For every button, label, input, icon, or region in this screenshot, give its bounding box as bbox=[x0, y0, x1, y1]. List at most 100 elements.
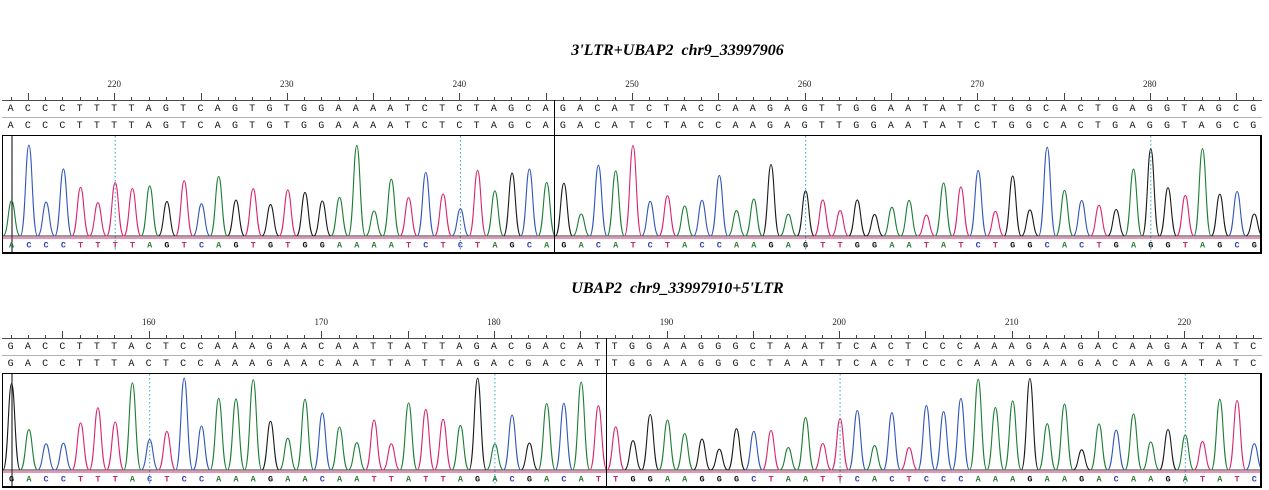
trace-peak-C bbox=[54, 442, 73, 471]
sequence-base-letter: G bbox=[318, 121, 325, 132]
trace-base-letter: T bbox=[1235, 475, 1240, 485]
sequence-base-letter: G bbox=[1163, 104, 1170, 115]
ruler-tick bbox=[114, 335, 116, 338]
sequence-base-letter: T bbox=[421, 359, 428, 370]
sequence-base-letter: G bbox=[1163, 342, 1170, 353]
trace-peak-G bbox=[502, 172, 522, 237]
sequence-base-letter: G bbox=[801, 121, 808, 132]
trace-peak-C bbox=[37, 443, 55, 471]
sequence-base-letter: T bbox=[818, 104, 825, 115]
ruler-tick bbox=[96, 335, 98, 338]
trace-base-letter: G bbox=[475, 475, 480, 485]
sequence-base-letter: T bbox=[249, 104, 256, 115]
ruler-tick bbox=[925, 97, 927, 100]
ruler-tick bbox=[390, 97, 392, 100]
trace-peak-C bbox=[192, 425, 211, 471]
junction-divider-line bbox=[606, 338, 608, 486]
ruler-tick bbox=[493, 331, 495, 338]
sequence-base-letter: C bbox=[24, 121, 31, 132]
sequence-base-letter: A bbox=[784, 121, 791, 132]
sequence-base-letter: A bbox=[801, 359, 808, 370]
ruler-tick bbox=[942, 97, 944, 100]
ruler-tick bbox=[839, 97, 841, 100]
sequence-base-letter: A bbox=[300, 342, 307, 353]
trace-base-letter: A bbox=[889, 241, 895, 251]
trace-base-letter: C bbox=[855, 475, 860, 485]
trace-peak-A bbox=[796, 416, 815, 471]
sequence-base-letter: G bbox=[1163, 359, 1170, 370]
ruler-tick bbox=[770, 335, 771, 338]
sequence-base-letter: G bbox=[300, 104, 307, 115]
trace-base-letter: C bbox=[648, 241, 653, 251]
trace-peak-A bbox=[382, 178, 401, 237]
sequence-base-letter: G bbox=[266, 342, 273, 353]
sequence-base-letter: T bbox=[663, 121, 670, 132]
ruler-tick bbox=[666, 331, 668, 338]
trace-peak-A bbox=[1193, 148, 1212, 237]
sequence-base-letter: C bbox=[42, 359, 49, 370]
ruler-tick bbox=[252, 335, 254, 338]
trace-base-letter: A bbox=[251, 475, 257, 485]
sequence-base-letter: G bbox=[473, 342, 480, 353]
sequence-base-letter: T bbox=[111, 342, 118, 353]
sequence-base-letter: A bbox=[577, 121, 584, 132]
sequence-base-letter: G bbox=[1025, 359, 1032, 370]
trace-peak-T bbox=[589, 405, 608, 471]
ruler-tick bbox=[79, 97, 81, 100]
sequence-base-letter: A bbox=[939, 121, 946, 132]
trace-base-letter: C bbox=[527, 241, 532, 251]
trace-base-letter: A bbox=[233, 475, 239, 485]
ruler-tick bbox=[735, 335, 737, 338]
ruler-tick bbox=[493, 97, 495, 100]
trace-peak-A bbox=[1038, 423, 1057, 471]
sequence-base-letter: A bbox=[1198, 121, 1205, 132]
sequence-base-letter: A bbox=[456, 342, 463, 353]
trace-base-letter: A bbox=[406, 475, 412, 485]
sequence-base-letter: A bbox=[490, 342, 497, 353]
trace-peak-C bbox=[175, 377, 194, 471]
trace-base-letter: A bbox=[872, 475, 878, 485]
sequence-base-letter: C bbox=[59, 104, 66, 115]
trace-peak-T bbox=[244, 188, 263, 237]
ruler-tick bbox=[752, 97, 754, 100]
trace-peak-A bbox=[572, 381, 591, 471]
trace-base-letter: A bbox=[354, 241, 360, 251]
sequence-base-letter: C bbox=[956, 359, 963, 370]
trace-base-letter: A bbox=[786, 241, 792, 251]
trace-base-letter: A bbox=[216, 241, 222, 251]
trace-peak-C bbox=[1107, 429, 1126, 471]
ruler-tick bbox=[701, 335, 702, 338]
sequence-base-letter: A bbox=[784, 104, 791, 115]
trace-peak-C bbox=[589, 164, 608, 237]
ruler-tick bbox=[165, 97, 167, 100]
ruler-tick bbox=[1167, 97, 1168, 100]
sequence-base-letter: T bbox=[663, 104, 670, 115]
sequence-base-letter: T bbox=[836, 121, 843, 132]
ruler-tick bbox=[1236, 335, 1238, 338]
trace-peak-G bbox=[641, 413, 660, 471]
trace-peak-T bbox=[900, 447, 918, 471]
trace-base-letter: A bbox=[579, 241, 585, 251]
sequence-base-letter: G bbox=[1250, 121, 1257, 132]
trace-peak-C bbox=[692, 199, 712, 237]
trace-peak-G bbox=[1158, 187, 1178, 237]
trace-peak-C bbox=[451, 208, 470, 237]
ruler-tick bbox=[959, 97, 961, 100]
trace-peak-C bbox=[848, 409, 867, 471]
trace-peak-A bbox=[330, 426, 349, 471]
trace-peak-T bbox=[88, 202, 108, 237]
trace-peak-T bbox=[951, 186, 971, 237]
trace-base-letter: G bbox=[1217, 241, 1222, 251]
trace-peak-A bbox=[1124, 413, 1143, 471]
sequence-base-letter: G bbox=[559, 121, 566, 132]
sequence-base-letter: G bbox=[7, 359, 14, 370]
sequence-base-letter: T bbox=[404, 104, 411, 115]
trace-base-letter: T bbox=[907, 475, 912, 485]
ruler-tick bbox=[649, 97, 651, 100]
trace-peak-G bbox=[761, 163, 781, 237]
sequence-base-letter: A bbox=[352, 104, 359, 115]
ruler-position-label: 190 bbox=[659, 317, 674, 327]
ruler-tick bbox=[235, 97, 236, 100]
